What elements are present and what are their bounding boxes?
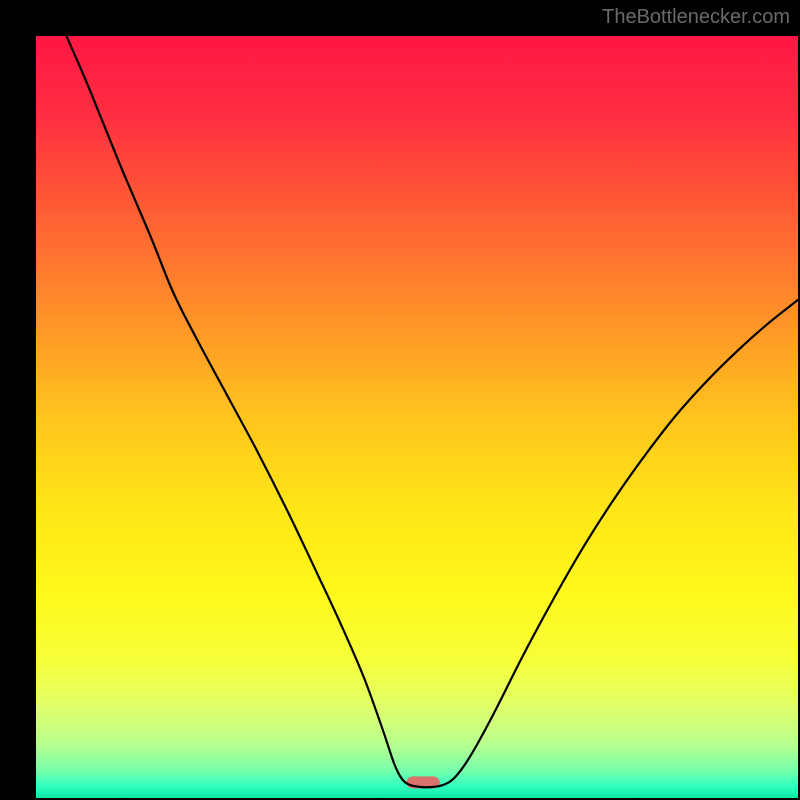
- plot-area: [36, 36, 798, 790]
- chart-frame: TheBottlenecker.com: [0, 0, 800, 800]
- bottleneck-curve: [66, 36, 798, 787]
- curve-layer: [36, 36, 798, 790]
- attribution-text: TheBottlenecker.com: [602, 6, 790, 29]
